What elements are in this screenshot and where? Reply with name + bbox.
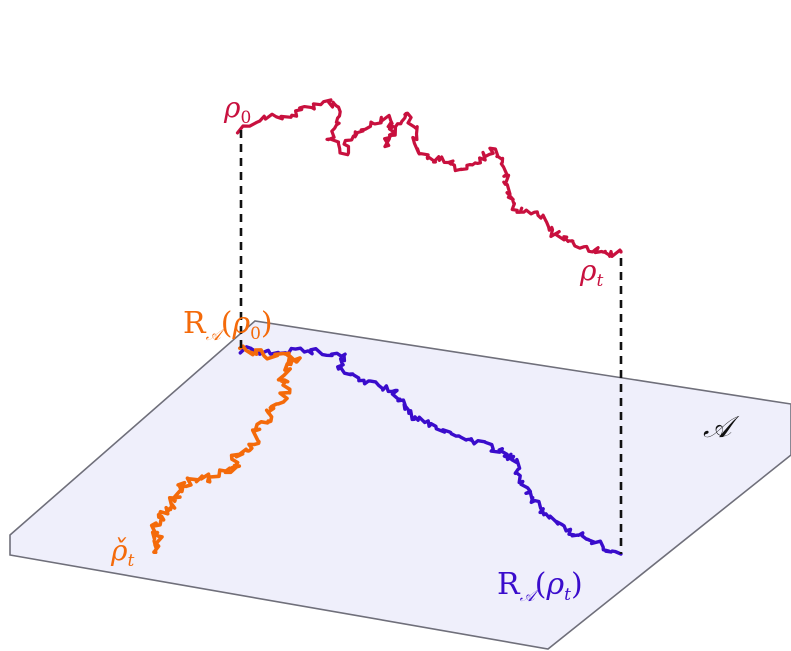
label-retraction-rho-t: R𝒜(ρt) <box>497 567 583 605</box>
label-rho-0: ρ0 <box>223 91 251 128</box>
label-retraction-rho-0: R𝒜(ρ0) <box>183 306 273 344</box>
projected-trajectory-path <box>238 345 623 556</box>
rho-trajectory-path <box>235 98 623 258</box>
label-rho-check-t: ρ̌t <box>110 534 134 571</box>
label-rho-t: ρt <box>579 254 603 291</box>
manifold-plane <box>9 320 791 650</box>
rho-check-trajectory-path <box>149 344 302 555</box>
